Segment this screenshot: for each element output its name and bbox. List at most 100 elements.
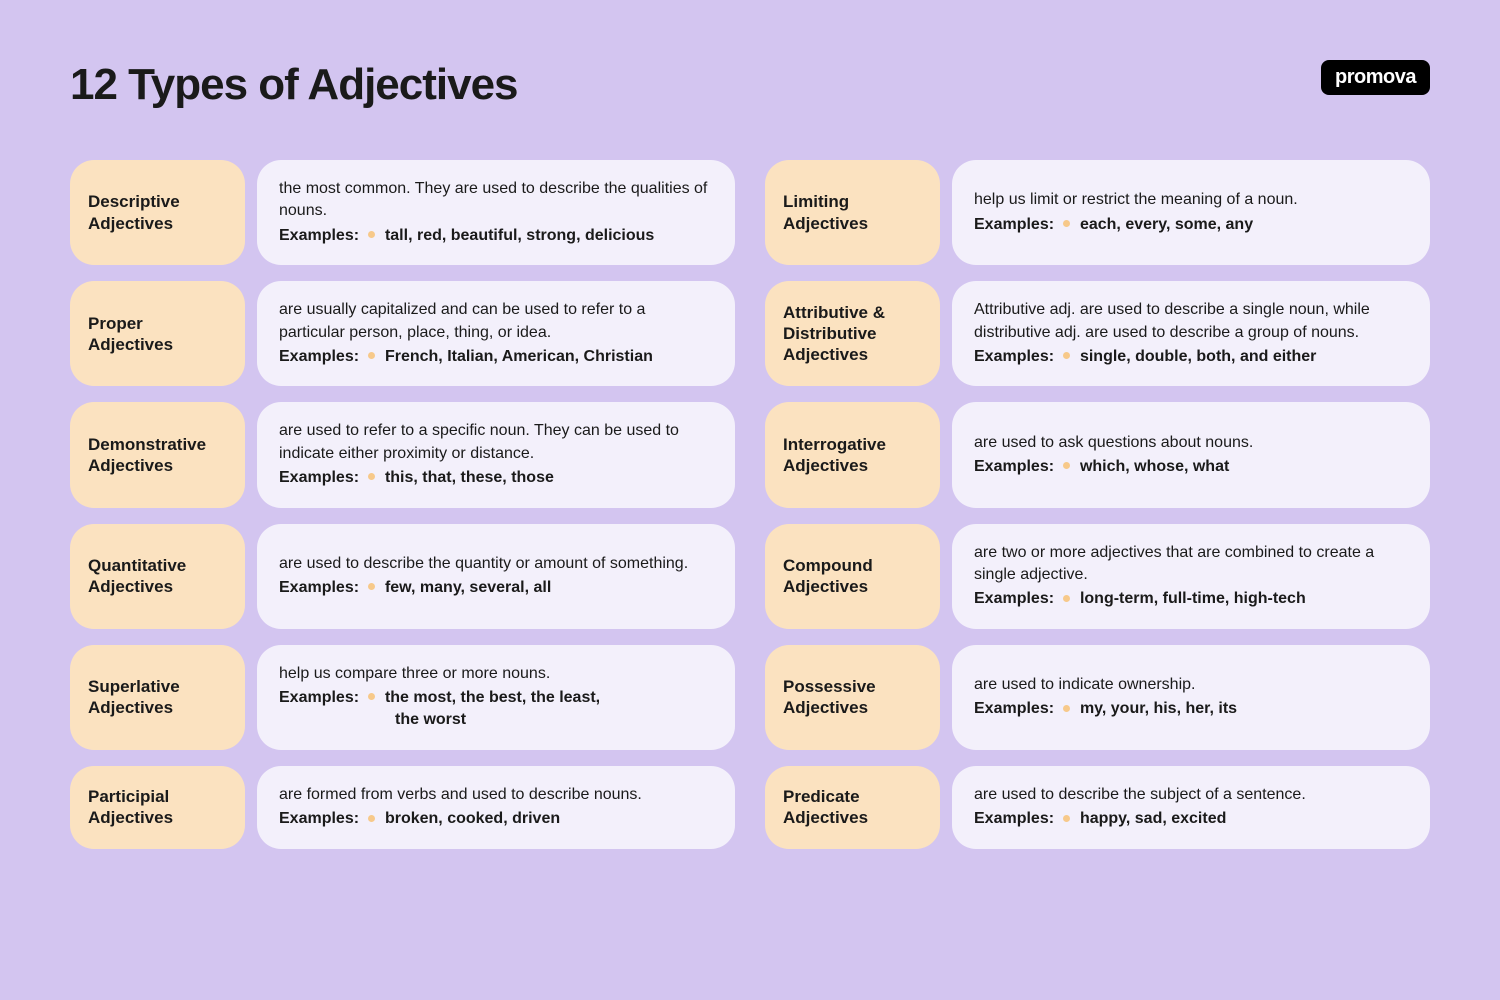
examples-label: Examples: xyxy=(279,810,359,827)
bullet-icon xyxy=(1063,352,1070,359)
adjective-label: Demonstrative Adjectives xyxy=(70,402,245,507)
bullet-icon xyxy=(1063,595,1070,602)
adjective-label: Compound Adjectives xyxy=(765,524,940,629)
examples-label: Examples: xyxy=(974,348,1054,365)
examples-text-cont: the worst xyxy=(395,709,713,731)
examples-line: Examples: long-term, full-time, high-tec… xyxy=(974,588,1408,610)
header: 12 Types of Adjectives promova xyxy=(70,60,1430,110)
adjective-label: Possessive Adjectives xyxy=(765,645,940,750)
examples-line: Examples: the most, the best, the least,… xyxy=(279,687,713,732)
adjective-desc-card: are used to describe the quantity or amo… xyxy=(257,524,735,629)
adjective-desc: are used to refer to a specific noun. Th… xyxy=(279,420,713,465)
adjective-row: Participial Adjectives are formed from v… xyxy=(70,766,735,849)
adjective-label: Participial Adjectives xyxy=(70,766,245,849)
examples-text: broken, cooked, driven xyxy=(385,810,560,827)
bullet-icon xyxy=(1063,220,1070,227)
examples-label: Examples: xyxy=(279,348,359,365)
adjective-row: Descriptive Adjectives the most common. … xyxy=(70,160,735,265)
adjective-label: Interrogative Adjectives xyxy=(765,402,940,507)
examples-label: Examples: xyxy=(279,227,359,244)
examples-label: Examples: xyxy=(279,469,359,486)
examples-line: Examples: my, your, his, her, its xyxy=(974,698,1408,720)
examples-line: Examples: each, every, some, any xyxy=(974,214,1408,236)
bullet-icon xyxy=(1063,462,1070,469)
adjective-label: Proper Adjectives xyxy=(70,281,245,386)
examples-line: Examples: which, whose, what xyxy=(974,456,1408,478)
adjective-desc-card: help us limit or restrict the meaning of… xyxy=(952,160,1430,265)
bullet-icon xyxy=(368,352,375,359)
adjective-desc: are used to indicate ownership. xyxy=(974,674,1408,696)
adjective-desc-card: are used to refer to a specific noun. Th… xyxy=(257,402,735,507)
examples-line: Examples: single, double, both, and eith… xyxy=(974,346,1408,368)
adjective-row: Superlative Adjectives help us compare t… xyxy=(70,645,735,750)
adjective-desc: the most common. They are used to descri… xyxy=(279,178,713,223)
examples-line: Examples: few, many, several, all xyxy=(279,577,713,599)
adjective-desc-card: are formed from verbs and used to descri… xyxy=(257,766,735,849)
adjective-desc-card: the most common. They are used to descri… xyxy=(257,160,735,265)
examples-text: the most, the best, the least, xyxy=(385,689,600,706)
adjective-desc: help us compare three or more nouns. xyxy=(279,663,713,685)
adjective-row: Possessive Adjectives are used to indica… xyxy=(765,645,1430,750)
examples-line: Examples: this, that, these, those xyxy=(279,467,713,489)
examples-text: happy, sad, excited xyxy=(1080,810,1226,827)
examples-label: Examples: xyxy=(974,810,1054,827)
bullet-icon xyxy=(1063,815,1070,822)
adjective-label: Quantitative Adjectives xyxy=(70,524,245,629)
examples-text: French, Italian, American, Christian xyxy=(385,348,653,365)
bullet-icon xyxy=(368,231,375,238)
examples-text: this, that, these, those xyxy=(385,469,554,486)
bullet-icon xyxy=(368,693,375,700)
adjectives-grid: Descriptive Adjectives the most common. … xyxy=(70,160,1430,849)
adjective-desc: are used to describe the quantity or amo… xyxy=(279,553,713,575)
adjective-row: Quantitative Adjectives are used to desc… xyxy=(70,524,735,629)
bullet-icon xyxy=(368,473,375,480)
examples-label: Examples: xyxy=(974,700,1054,717)
adjective-label: Descriptive Adjectives xyxy=(70,160,245,265)
adjective-desc: Attributive adj. are used to describe a … xyxy=(974,299,1408,344)
adjective-desc: are used to ask questions about nouns. xyxy=(974,432,1408,454)
examples-line: Examples: broken, cooked, driven xyxy=(279,808,713,830)
adjective-row: Attributive & Distributive Adjectives At… xyxy=(765,281,1430,386)
adjective-desc: are used to describe the subject of a se… xyxy=(974,784,1408,806)
examples-line: Examples: tall, red, beautiful, strong, … xyxy=(279,225,713,247)
examples-line: Examples: happy, sad, excited xyxy=(974,808,1408,830)
adjective-desc: are usually capitalized and can be used … xyxy=(279,299,713,344)
examples-label: Examples: xyxy=(974,458,1054,475)
adjective-desc-card: are used to ask questions about nouns. E… xyxy=(952,402,1430,507)
brand-logo: promova xyxy=(1321,60,1430,95)
adjective-row: Predicate Adjectives are used to describ… xyxy=(765,766,1430,849)
adjective-row: Proper Adjectives are usually capitalize… xyxy=(70,281,735,386)
adjective-row: Limiting Adjectives help us limit or res… xyxy=(765,160,1430,265)
adjective-desc-card: are two or more adjectives that are comb… xyxy=(952,524,1430,629)
bullet-icon xyxy=(368,815,375,822)
examples-text: single, double, both, and either xyxy=(1080,348,1316,365)
examples-label: Examples: xyxy=(974,216,1054,233)
examples-label: Examples: xyxy=(279,579,359,596)
adjective-desc-card: help us compare three or more nouns. Exa… xyxy=(257,645,735,750)
examples-text: long-term, full-time, high-tech xyxy=(1080,590,1306,607)
examples-text: few, many, several, all xyxy=(385,579,551,596)
examples-text: tall, red, beautiful, strong, delicious xyxy=(385,227,654,244)
adjective-desc: are two or more adjectives that are comb… xyxy=(974,542,1408,587)
adjective-desc-card: are used to describe the subject of a se… xyxy=(952,766,1430,849)
adjective-label: Predicate Adjectives xyxy=(765,766,940,849)
adjective-label: Attributive & Distributive Adjectives xyxy=(765,281,940,386)
examples-text: which, whose, what xyxy=(1080,458,1229,475)
examples-line: Examples: French, Italian, American, Chr… xyxy=(279,346,713,368)
adjective-label: Limiting Adjectives xyxy=(765,160,940,265)
adjective-row: Compound Adjectives are two or more adje… xyxy=(765,524,1430,629)
examples-label: Examples: xyxy=(974,590,1054,607)
adjective-row: Demonstrative Adjectives are used to ref… xyxy=(70,402,735,507)
adjective-desc-card: Attributive adj. are used to describe a … xyxy=(952,281,1430,386)
adjective-desc: are formed from verbs and used to descri… xyxy=(279,784,713,806)
adjective-label: Superlative Adjectives xyxy=(70,645,245,750)
bullet-icon xyxy=(368,583,375,590)
adjective-desc: help us limit or restrict the meaning of… xyxy=(974,189,1408,211)
examples-text: my, your, his, her, its xyxy=(1080,700,1237,717)
page-title: 12 Types of Adjectives xyxy=(70,60,518,110)
adjective-desc-card: are used to indicate ownership. Examples… xyxy=(952,645,1430,750)
examples-label: Examples: xyxy=(279,689,359,706)
adjective-row: Interrogative Adjectives are used to ask… xyxy=(765,402,1430,507)
examples-text: each, every, some, any xyxy=(1080,216,1253,233)
bullet-icon xyxy=(1063,705,1070,712)
